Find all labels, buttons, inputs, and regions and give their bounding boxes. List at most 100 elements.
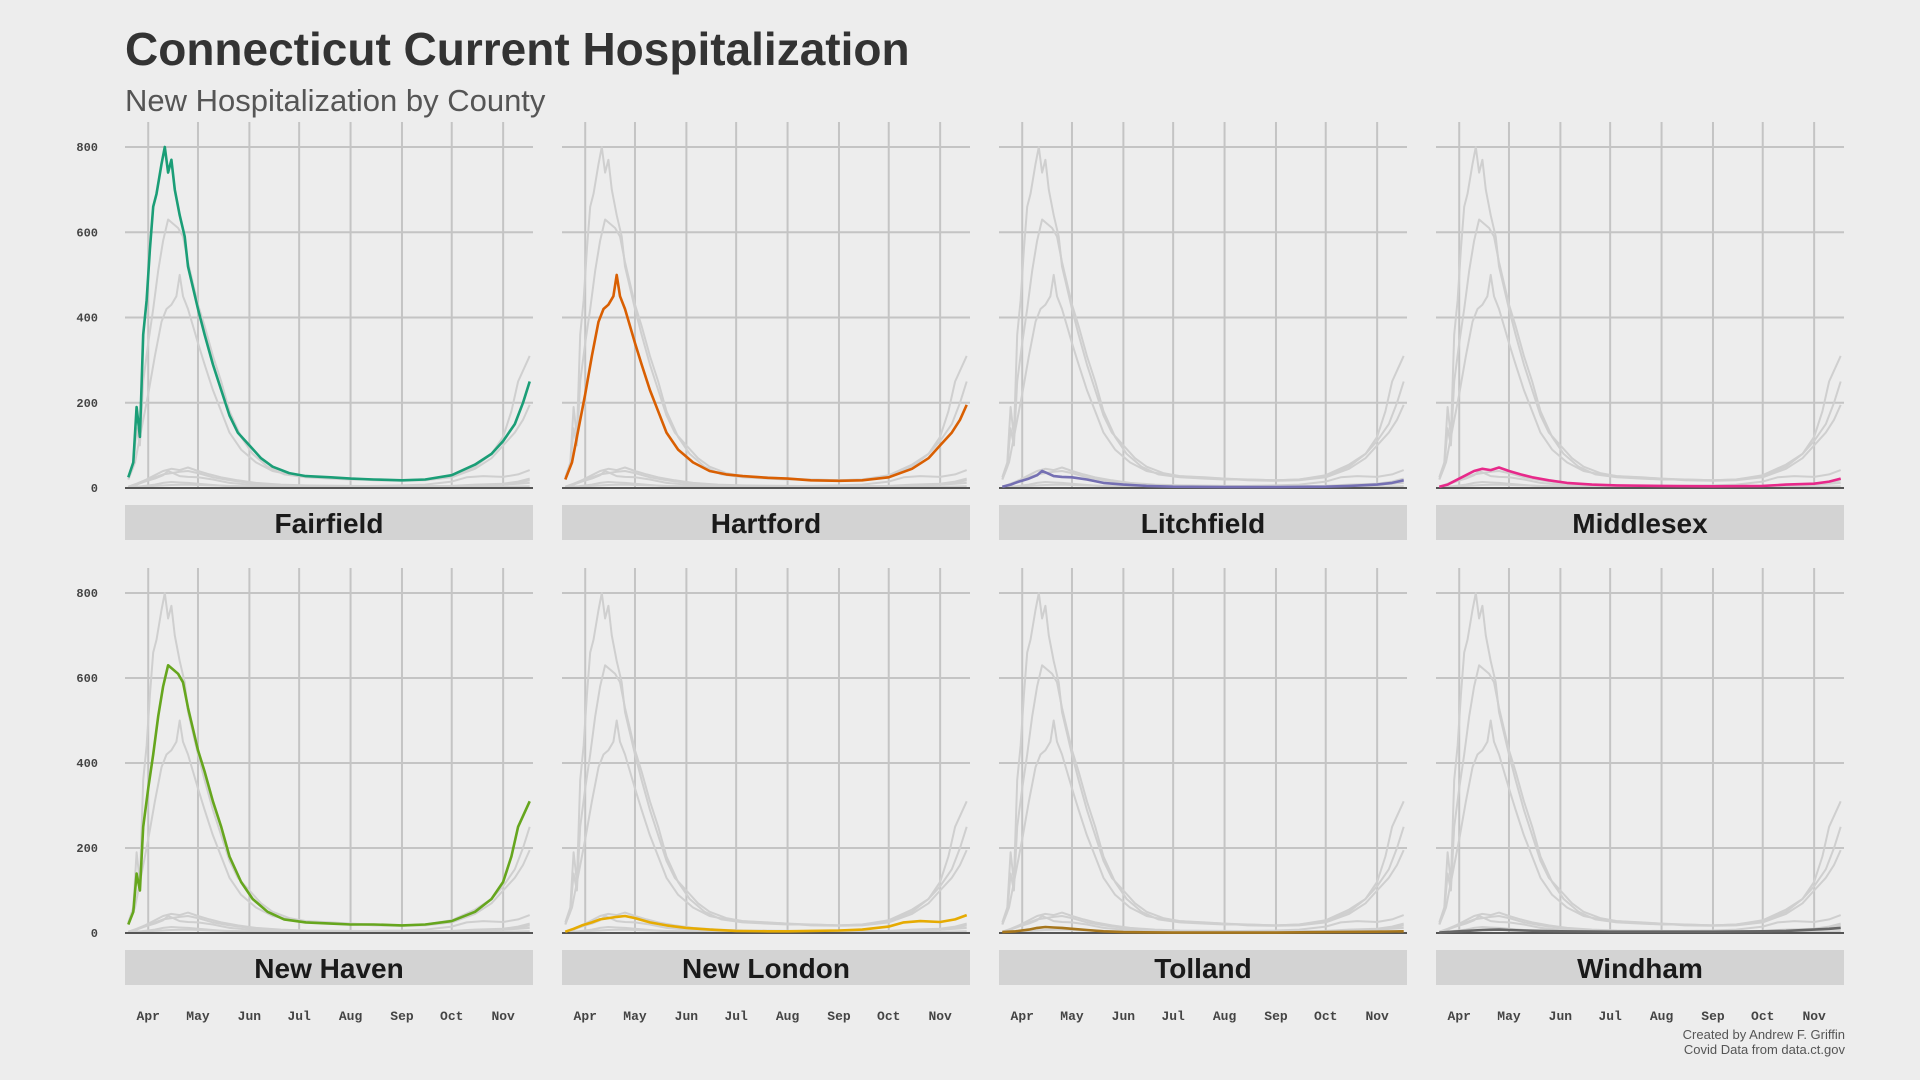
- background-series-line-hartford: [127, 719, 531, 927]
- x-tick-label: Nov: [1802, 1009, 1826, 1024]
- facet-label-windham: Windham: [1577, 953, 1703, 984]
- y-tick-label: 600: [76, 672, 98, 686]
- background-series-line-windham: [565, 926, 967, 934]
- panel-middlesex: Middlesex: [1436, 122, 1844, 540]
- x-tick-label: Aug: [1213, 1009, 1237, 1024]
- x-tick-label: Apr: [1448, 1009, 1471, 1024]
- x-tick-label: Jun: [675, 1009, 699, 1024]
- background-series-line-hartford: [564, 719, 968, 927]
- series-line-fairfield: [127, 145, 531, 482]
- x-tick-label: Sep: [390, 1009, 414, 1024]
- x-tick-label: Oct: [1751, 1009, 1774, 1024]
- series-line-middlesex: [1438, 466, 1842, 488]
- facet-strip-fairfield: [125, 505, 533, 540]
- facet-label-fairfield: Fairfield: [275, 508, 384, 539]
- background-series-line-hartford: [564, 273, 968, 482]
- x-tick-label: Apr: [574, 1009, 597, 1024]
- y-tick-label: 200: [76, 842, 98, 856]
- x-tick-label: Aug: [1650, 1009, 1674, 1024]
- facet-label-new-london: New London: [682, 953, 850, 984]
- y-tick-label: 400: [76, 757, 98, 771]
- facet-strip-tolland: [999, 950, 1407, 985]
- background-series-line-windham: [128, 926, 530, 934]
- facet-strip-hartford: [562, 505, 970, 540]
- y-tick-label: 600: [76, 226, 98, 240]
- facet-label-litchfield: Litchfield: [1141, 508, 1265, 539]
- x-tick-label: Aug: [339, 1009, 363, 1024]
- background-series-line-hartford: [1438, 719, 1842, 927]
- series-line-tolland: [1002, 925, 1404, 934]
- background-series-line-new-haven: [1438, 664, 1842, 927]
- background-series-line-new-haven: [564, 218, 968, 482]
- background-series-line-new-haven: [1438, 218, 1842, 482]
- facet-strip-litchfield: [999, 505, 1407, 540]
- background-series-line-new-haven: [1001, 664, 1405, 927]
- background-series-line-windham: [565, 481, 967, 489]
- x-tick-label: Nov: [928, 1009, 952, 1024]
- x-tick-label: May: [1497, 1009, 1521, 1024]
- background-series-line-hartford: [1438, 273, 1842, 482]
- x-tick-label: Sep: [1264, 1009, 1288, 1024]
- page-subtitle: New Hospitalization by County: [125, 83, 546, 118]
- x-tick-label: Nov: [1365, 1009, 1389, 1024]
- x-tick-label: May: [1060, 1009, 1084, 1024]
- y-tick-label: 0: [91, 482, 98, 496]
- caption-source: Covid Data from data.ct.gov: [1683, 1042, 1845, 1057]
- x-tick-label: Apr: [137, 1009, 160, 1024]
- series-line-windham: [1439, 926, 1841, 934]
- y-tick-label: 800: [76, 587, 98, 601]
- background-series-line-new-london: [564, 469, 968, 488]
- y-tick-label: 200: [76, 397, 98, 411]
- panel-fairfield: 0 200 400 600 800 Fairfield: [76, 122, 533, 540]
- facet-strip-new-london: [562, 950, 970, 985]
- facet-label-new-haven: New Haven: [254, 953, 403, 984]
- background-series-line-hartford: [1001, 273, 1405, 482]
- series-line-litchfield: [1001, 469, 1404, 489]
- x-tick-label: Jul: [287, 1009, 311, 1024]
- x-tick-label: Nov: [491, 1009, 515, 1024]
- caption-author: Created by Andrew F. Griffin: [1682, 1027, 1845, 1042]
- series-line-hartford: [564, 273, 968, 483]
- facet-label-middlesex: Middlesex: [1572, 508, 1708, 539]
- panel-hartford: Hartford: [562, 122, 970, 540]
- panel-new-london: New London Apr May Jun Jul Aug Sep Oct Nov: [562, 568, 970, 1024]
- background-series-line-windham: [128, 481, 530, 489]
- facet-label-hartford: Hartford: [711, 508, 821, 539]
- background-series-line-new-london: [1001, 914, 1405, 933]
- x-tick-label: Sep: [1701, 1009, 1725, 1024]
- facet-label-tolland: Tolland: [1154, 953, 1251, 984]
- x-tick-label: Jul: [1598, 1009, 1622, 1024]
- page-title: Connecticut Current Hospitalization: [125, 23, 910, 75]
- x-tick-label: May: [623, 1009, 647, 1024]
- series-line-new-london: [564, 913, 968, 933]
- x-tick-label: Sep: [827, 1009, 851, 1024]
- facet-strip-new-haven: [125, 950, 533, 985]
- facet-strip-windham: [1436, 950, 1844, 985]
- x-tick-label: May: [186, 1009, 210, 1024]
- y-tick-label: 800: [76, 141, 98, 155]
- background-series-line-new-haven: [1001, 218, 1405, 482]
- x-tick-label: Jun: [238, 1009, 262, 1024]
- x-tick-label: Aug: [776, 1009, 800, 1024]
- x-tick-label: Jul: [1161, 1009, 1185, 1024]
- x-tick-label: Jun: [1112, 1009, 1136, 1024]
- background-series-line-new-london: [127, 469, 531, 488]
- facet-strip-middlesex: [1436, 505, 1844, 540]
- x-tick-label: Oct: [1314, 1009, 1337, 1024]
- x-tick-label: Jul: [724, 1009, 748, 1024]
- background-series-line-new-haven: [564, 664, 968, 927]
- background-series-line-hartford: [1001, 719, 1405, 927]
- background-series-line-new-haven: [127, 218, 531, 482]
- x-tick-label: Oct: [440, 1009, 463, 1024]
- background-series-line-new-london: [127, 914, 531, 933]
- background-series-line-hartford: [127, 273, 531, 482]
- panel-windham: Windham Apr May Jun Jul Aug Sep Oct Nov: [1436, 568, 1844, 1024]
- x-tick-label: Oct: [877, 1009, 900, 1024]
- panel-tolland: Tolland Apr May Jun Jul Aug Sep Oct Nov: [999, 568, 1407, 1024]
- panel-litchfield: Litchfield: [999, 122, 1407, 540]
- series-line-new-haven: [127, 663, 531, 927]
- panel-new-haven: 0 200 400 600 800 New Haven Apr May Jun Jul Aug Sep…: [76, 568, 533, 1024]
- y-tick-label: 400: [76, 312, 98, 326]
- y-tick-label: 0: [91, 927, 98, 941]
